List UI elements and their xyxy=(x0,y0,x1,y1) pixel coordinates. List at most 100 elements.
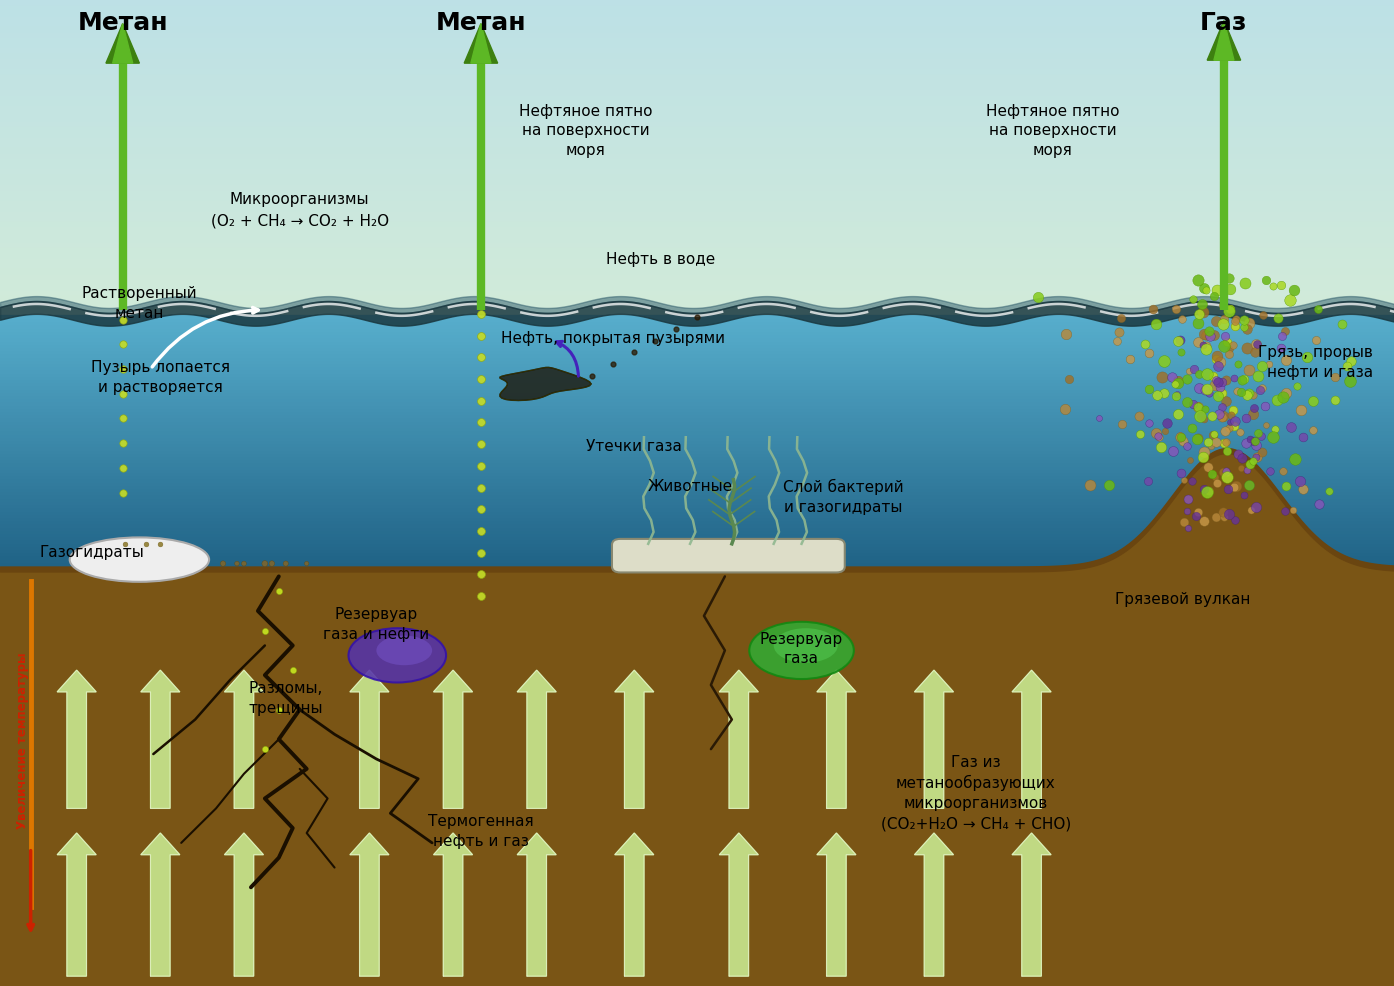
Point xyxy=(1167,376,1189,391)
Polygon shape xyxy=(471,25,491,64)
Point xyxy=(1192,411,1214,427)
Point xyxy=(1207,375,1230,390)
Point xyxy=(1246,450,1269,465)
Point xyxy=(1292,481,1315,497)
Point xyxy=(1238,363,1260,379)
Point xyxy=(1271,329,1294,345)
Point xyxy=(1296,350,1319,366)
Point xyxy=(1216,465,1238,481)
Point xyxy=(1193,481,1216,497)
Point xyxy=(1238,317,1260,332)
Point xyxy=(1231,460,1253,476)
Point xyxy=(268,584,290,599)
Point xyxy=(1188,400,1210,416)
Point xyxy=(1224,513,1246,528)
Point xyxy=(261,556,283,572)
Point xyxy=(1218,415,1241,431)
Point xyxy=(1195,283,1217,299)
Point xyxy=(1214,393,1236,409)
Point xyxy=(1128,409,1150,425)
Point xyxy=(1196,484,1218,500)
Point xyxy=(1285,379,1308,394)
Point xyxy=(1204,314,1227,329)
Point xyxy=(1217,420,1239,436)
Point xyxy=(296,556,318,572)
Polygon shape xyxy=(615,670,654,809)
Point xyxy=(1214,329,1236,345)
Point xyxy=(665,321,687,337)
Point xyxy=(1204,469,1227,485)
Polygon shape xyxy=(719,670,758,809)
Point xyxy=(1280,420,1302,436)
Point xyxy=(1192,451,1214,466)
Point xyxy=(1217,271,1239,287)
Point xyxy=(1235,435,1257,451)
Point xyxy=(1223,419,1245,435)
Point xyxy=(1165,388,1188,404)
Text: Утечки газа: Утечки газа xyxy=(587,439,682,454)
Point xyxy=(1154,423,1177,439)
Text: Грязевой вулкан: Грязевой вулкан xyxy=(1115,592,1250,606)
Point xyxy=(470,480,492,496)
Point xyxy=(470,372,492,387)
Point xyxy=(470,328,492,344)
Text: Резервуар
газа: Резервуар газа xyxy=(760,631,843,666)
Point xyxy=(1249,429,1271,445)
Point xyxy=(1164,377,1186,392)
Point xyxy=(1193,281,1216,297)
Point xyxy=(1236,387,1259,403)
Point xyxy=(1213,313,1235,328)
Point xyxy=(1058,372,1080,387)
Point xyxy=(1242,434,1264,450)
Point xyxy=(1193,514,1216,529)
Text: Газ: Газ xyxy=(1200,11,1248,35)
Point xyxy=(1206,283,1228,299)
Polygon shape xyxy=(350,833,389,976)
Point xyxy=(1167,334,1189,350)
Point xyxy=(1211,465,1234,481)
Point xyxy=(1211,386,1234,401)
Point xyxy=(1188,381,1210,396)
Point xyxy=(1245,434,1267,450)
Polygon shape xyxy=(106,25,139,64)
Point xyxy=(1178,364,1200,380)
Point xyxy=(1188,307,1210,322)
Point xyxy=(1196,367,1218,383)
Point xyxy=(1249,383,1271,398)
Point xyxy=(1105,334,1128,350)
Point xyxy=(1182,292,1204,308)
Point xyxy=(1227,357,1249,373)
Point xyxy=(212,556,234,572)
Point xyxy=(1221,402,1243,418)
Point xyxy=(1197,483,1220,499)
Point xyxy=(268,702,290,718)
Point xyxy=(1200,466,1223,482)
Polygon shape xyxy=(1012,833,1051,976)
Point xyxy=(1218,346,1241,362)
Point xyxy=(1220,407,1242,423)
Point xyxy=(1255,273,1277,289)
Text: Газ из
метанообразующих
микроорганизмов
(СО₂+Н₂О → СН₄ + СНО): Газ из метанообразующих микроорганизмов … xyxy=(881,754,1071,830)
Point xyxy=(1054,401,1076,417)
Point xyxy=(1231,373,1253,388)
Point xyxy=(1338,374,1361,389)
Polygon shape xyxy=(434,670,473,809)
Point xyxy=(1238,386,1260,401)
Polygon shape xyxy=(500,368,591,401)
Point xyxy=(112,411,134,427)
Text: Газогидраты: Газогидраты xyxy=(39,544,144,559)
Text: Нефть, покрытая пузырями: Нефть, покрытая пузырями xyxy=(502,330,725,345)
Polygon shape xyxy=(464,25,498,64)
Point xyxy=(1234,372,1256,387)
Point xyxy=(254,556,276,572)
Point xyxy=(1263,278,1285,294)
Point xyxy=(1209,354,1231,370)
Point xyxy=(1202,369,1224,385)
Point xyxy=(1242,454,1264,469)
Point xyxy=(1190,297,1213,313)
Point xyxy=(1225,312,1248,327)
Point xyxy=(1234,314,1256,329)
Point xyxy=(112,362,134,378)
Point xyxy=(1177,395,1199,411)
Point xyxy=(1184,362,1206,378)
